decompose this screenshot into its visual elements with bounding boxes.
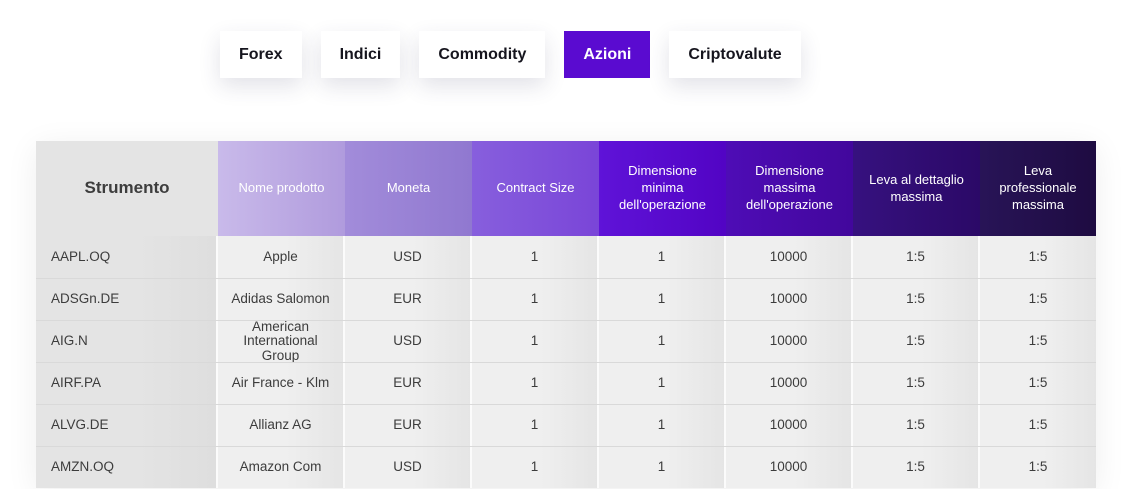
cell-dimensione-massima: 10000: [726, 447, 853, 488]
cell-dimensione-massima: 10000: [726, 279, 853, 320]
cell-contract-size: 1: [472, 321, 599, 362]
cell-dimensione-massima: 10000: [726, 236, 853, 278]
asset-class-tabs: Forex Indici Commodity Azioni Criptovalu…: [220, 31, 801, 78]
cell-leva-professionale: 1:5: [980, 447, 1096, 488]
cell-contract-size: 1: [472, 279, 599, 320]
cell-dimensione-massima: 10000: [726, 321, 853, 362]
cell-dimensione-minima: 1: [599, 363, 726, 404]
cell-leva-professionale: 1:5: [980, 236, 1096, 278]
cell-nome-prodotto: Adidas Salomon: [218, 279, 345, 320]
cell-leva-professionale: 1:5: [980, 405, 1096, 446]
tab-criptovalute[interactable]: Criptovalute: [669, 31, 801, 78]
cell-moneta: EUR: [345, 279, 472, 320]
cell-strumento: AAPL.OQ: [36, 236, 218, 278]
cell-dimensione-minima: 1: [599, 279, 726, 320]
table-row: ALVG.DE Allianz AG EUR 1 1 10000 1:5 1:5: [36, 404, 1096, 446]
cell-leva-dettaglio: 1:5: [853, 321, 980, 362]
cell-moneta: USD: [345, 321, 472, 362]
cell-nome-prodotto: Air France - Klm: [218, 363, 345, 404]
cell-strumento: ADSGn.DE: [36, 279, 218, 320]
cell-dimensione-minima: 1: [599, 405, 726, 446]
cell-moneta: EUR: [345, 405, 472, 446]
table-header-row: Strumento Nome prodotto Moneta Contract …: [36, 141, 1096, 236]
cell-strumento: AMZN.OQ: [36, 447, 218, 488]
tab-forex[interactable]: Forex: [220, 31, 302, 78]
table-row: AMZN.OQ Amazon Com USD 1 1 10000 1:5 1:5: [36, 446, 1096, 488]
cell-leva-professionale: 1:5: [980, 279, 1096, 320]
cell-nome-prodotto: Amazon Com: [218, 447, 345, 488]
column-header-leva-professionale: Leva professionale massima: [980, 141, 1096, 236]
tab-indici[interactable]: Indici: [320, 31, 401, 78]
cell-dimensione-minima: 1: [599, 321, 726, 362]
cell-strumento: AIRF.PA: [36, 363, 218, 404]
cell-moneta: EUR: [345, 363, 472, 404]
cell-leva-dettaglio: 1:5: [853, 363, 980, 404]
tab-azioni[interactable]: Azioni: [564, 31, 651, 78]
cell-moneta: USD: [345, 447, 472, 488]
cell-contract-size: 1: [472, 363, 599, 404]
table-row: AIRF.PA Air France - Klm EUR 1 1 10000 1…: [36, 362, 1096, 404]
cell-strumento: ALVG.DE: [36, 405, 218, 446]
column-header-dimensione-massima: Dimensione massima dell'operazione: [726, 141, 853, 236]
cell-leva-dettaglio: 1:5: [853, 279, 980, 320]
column-header-strumento: Strumento: [36, 141, 218, 236]
table-body: AAPL.OQ Apple USD 1 1 10000 1:5 1:5 ADSG…: [36, 236, 1096, 488]
cell-leva-professionale: 1:5: [980, 363, 1096, 404]
cell-nome-prodotto: Apple: [218, 236, 345, 278]
cell-leva-professionale: 1:5: [980, 321, 1096, 362]
cell-dimensione-massima: 10000: [726, 363, 853, 404]
table-row: AIG.N American International Group USD 1…: [36, 320, 1096, 362]
cell-leva-dettaglio: 1:5: [853, 405, 980, 446]
cell-contract-size: 1: [472, 447, 599, 488]
column-header-nome-prodotto: Nome prodotto: [218, 141, 345, 236]
cell-strumento: AIG.N: [36, 321, 218, 362]
cell-leva-dettaglio: 1:5: [853, 447, 980, 488]
column-header-moneta: Moneta: [345, 141, 472, 236]
column-header-leva-dettaglio: Leva al dettaglio massima: [853, 141, 980, 236]
cell-contract-size: 1: [472, 236, 599, 278]
table-row: ADSGn.DE Adidas Salomon EUR 1 1 10000 1:…: [36, 278, 1096, 320]
cell-dimensione-minima: 1: [599, 236, 726, 278]
cell-contract-size: 1: [472, 405, 599, 446]
column-header-dimensione-minima: Dimensione minima dell'operazione: [599, 141, 726, 236]
cell-leva-dettaglio: 1:5: [853, 236, 980, 278]
cell-moneta: USD: [345, 236, 472, 278]
cell-nome-prodotto: American International Group: [218, 321, 345, 362]
cell-nome-prodotto: Allianz AG: [218, 405, 345, 446]
tab-commodity[interactable]: Commodity: [419, 31, 546, 78]
instruments-table: Strumento Nome prodotto Moneta Contract …: [36, 141, 1096, 488]
table-row: AAPL.OQ Apple USD 1 1 10000 1:5 1:5: [36, 236, 1096, 278]
cell-dimensione-massima: 10000: [726, 405, 853, 446]
column-header-contract-size: Contract Size: [472, 141, 599, 236]
cell-dimensione-minima: 1: [599, 447, 726, 488]
